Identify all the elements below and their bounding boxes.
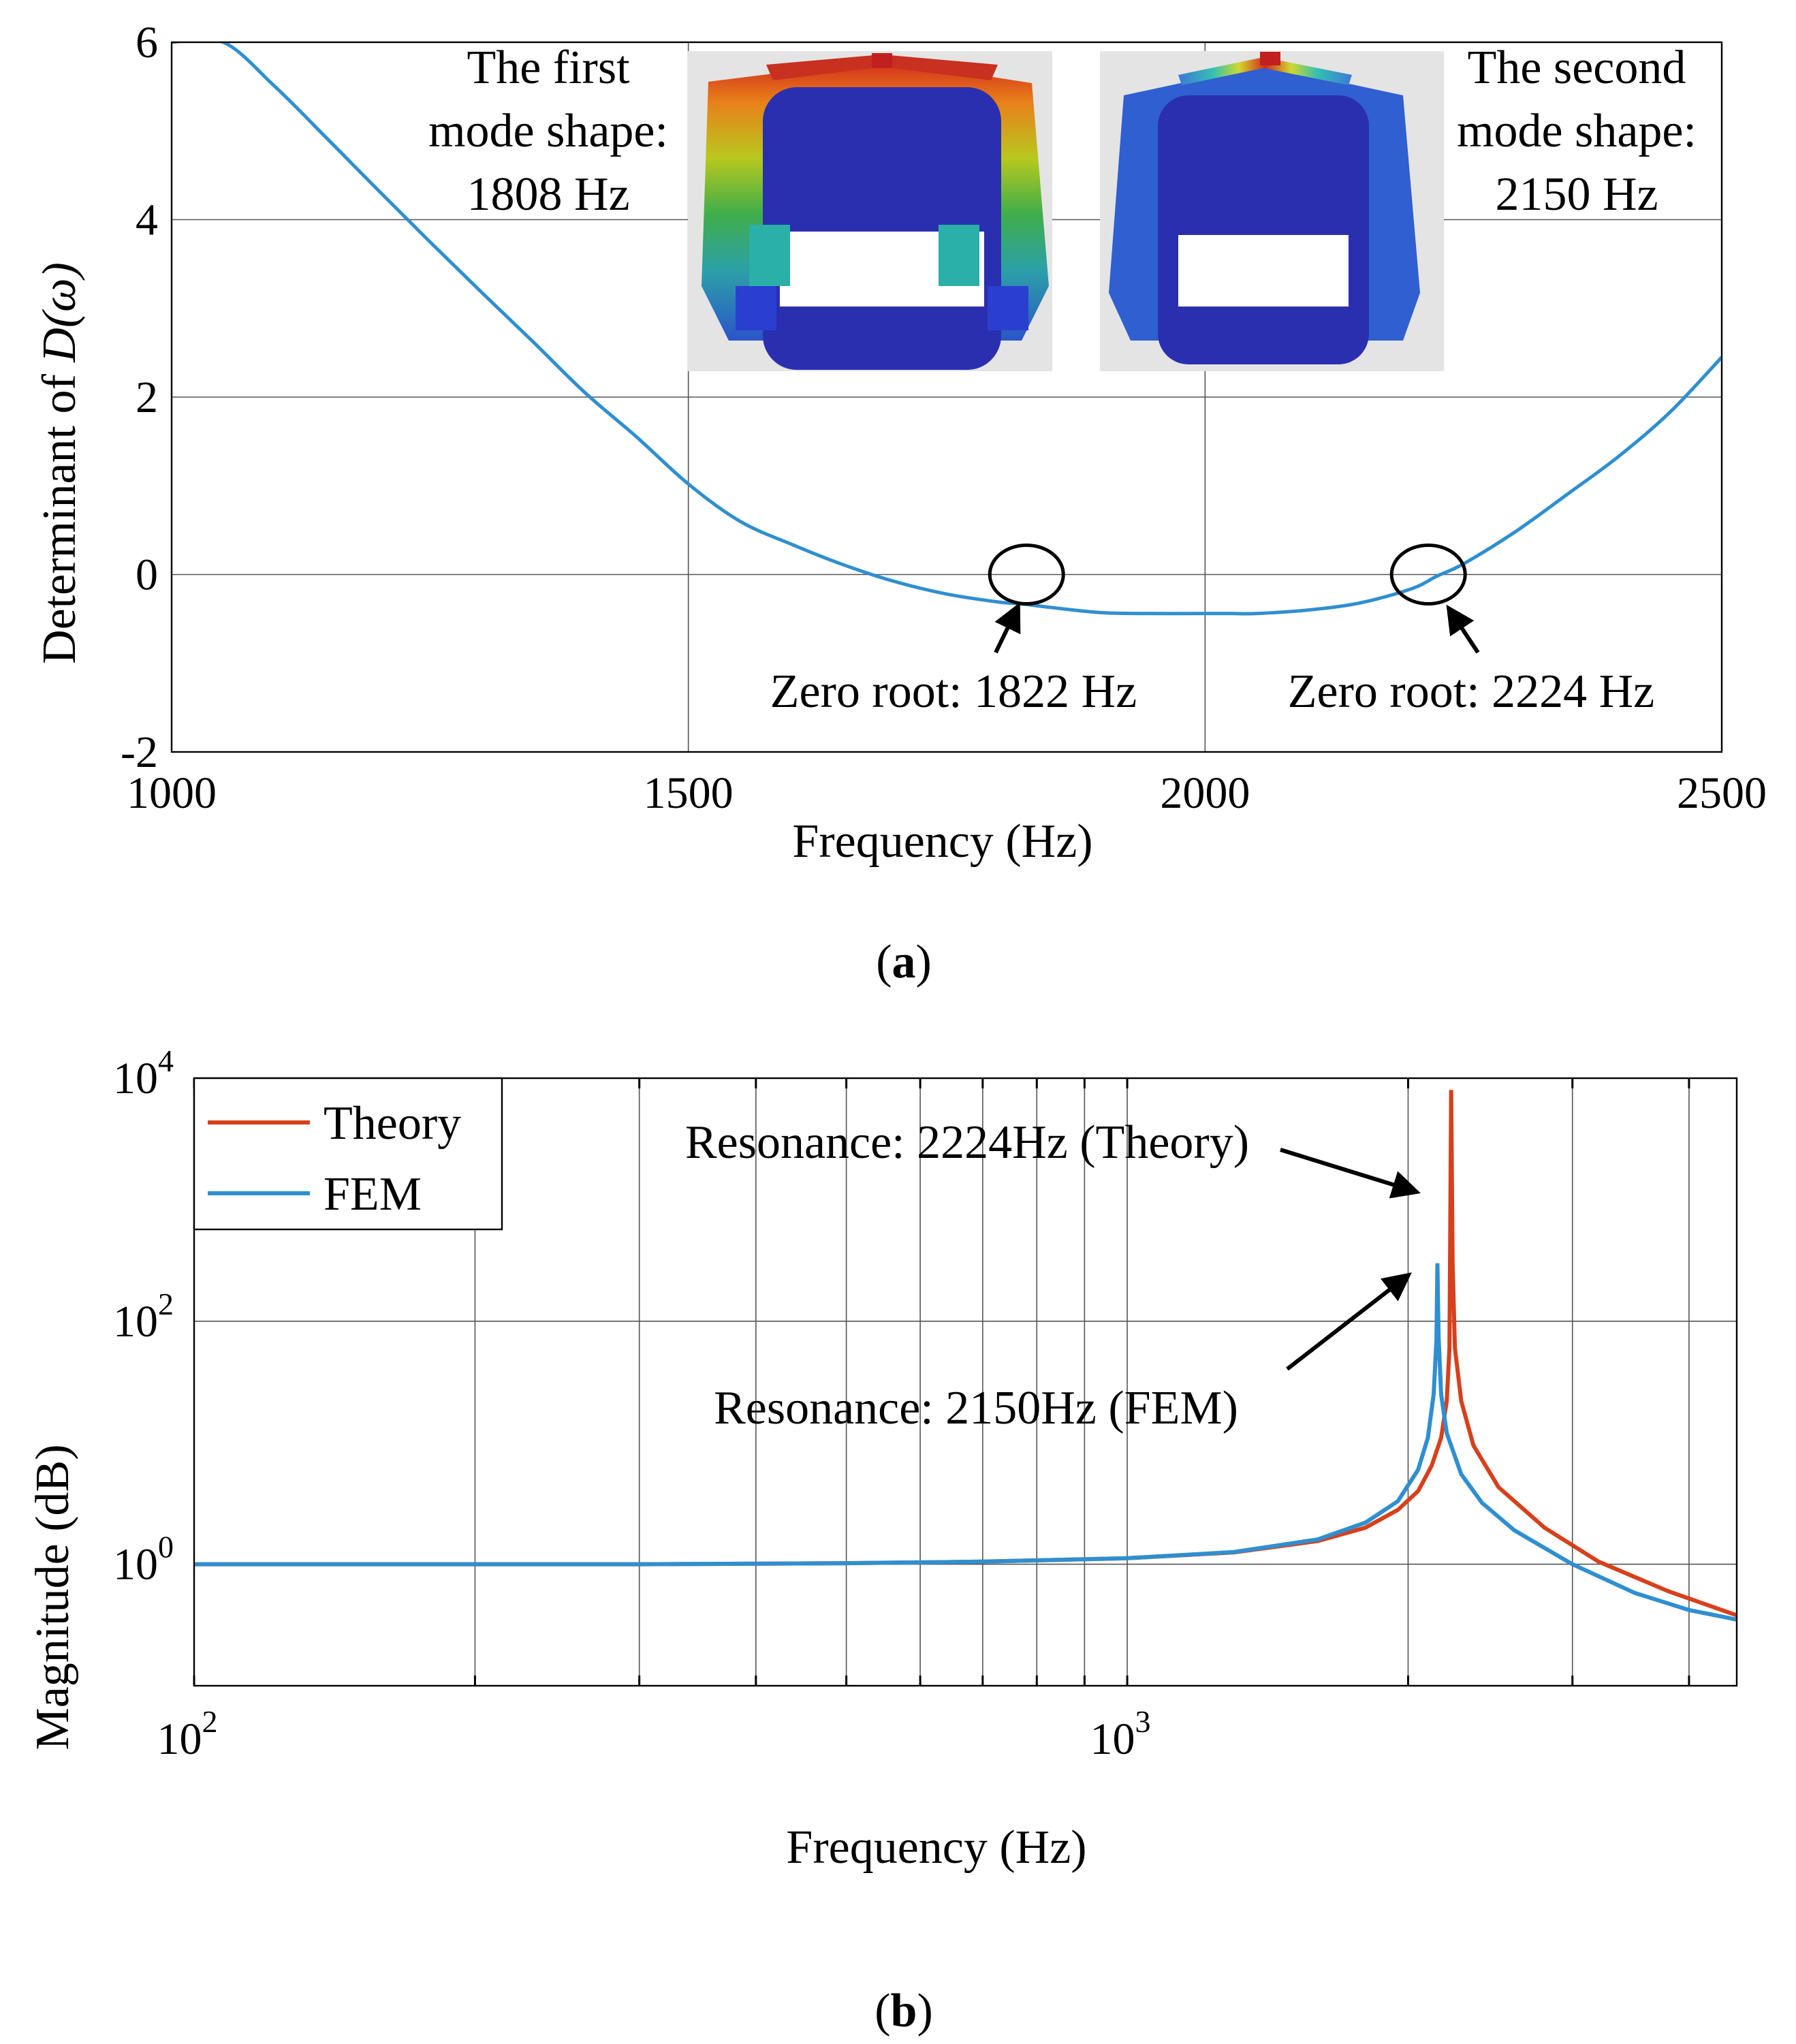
- panel-a-caption: (a): [876, 936, 932, 988]
- panel-a-y-axis-label: Determinant of D(ω): [33, 262, 86, 664]
- panel-b-caption-letter: b: [891, 1985, 917, 2037]
- panel-a-x-tick-label: 2000: [1160, 768, 1250, 818]
- resonance-fem-label: Resonance: 2150Hz (FEM): [714, 1382, 1238, 1434]
- legend-box: [193, 1077, 503, 1231]
- panel-b-x-tick-labels: 102 103: [157, 1704, 1151, 1764]
- panel-a-y-tick-label: 4: [136, 195, 158, 245]
- panel-a-x-tick-labels: 1000 1500 2000 2500: [127, 768, 1767, 818]
- panel-a-caption-letter: a: [892, 936, 916, 988]
- panel-b-y-tick-label: 100: [113, 1530, 174, 1590]
- panel-a-y-tick-label: 0: [136, 550, 158, 600]
- panel-a-y-tick-label: -2: [121, 727, 158, 777]
- panel-a-chart: -2 0 2 4 6 1000 1500 2000 2500 Frequency (Hz) D…: [33, 18, 1767, 988]
- panel-a-y-tick-labels: -2 0 2 4 6: [121, 18, 158, 777]
- panel-b-y-tick-label: 104: [113, 1043, 174, 1103]
- panel-b-x-axis-label: Frequency (Hz): [786, 1821, 1086, 1874]
- panel-a-axes-frame: [170, 41, 1723, 753]
- first-mode-line-3: 1808 Hz: [467, 168, 629, 221]
- panel-a-x-tick-label: 1000: [127, 768, 217, 818]
- zero-root-2-label: Zero root: 2224 Hz: [1288, 665, 1654, 718]
- resonance-theory-arrow: [1280, 1148, 1421, 1199]
- first-mode-shape-label: The first mode shape: 1808 Hz: [428, 42, 668, 221]
- second-mode-line-3: 2150 Hz: [1495, 168, 1658, 221]
- first-mode-line-1: The first: [467, 42, 630, 94]
- resonance-theory-label: Resonance: 2224Hz (Theory): [685, 1116, 1249, 1169]
- zero-root-1-arrow: [994, 602, 1021, 654]
- zero-root-2-arrow: [1446, 604, 1480, 654]
- panel-b-caption: (b): [875, 1985, 933, 2037]
- zero-root-2-marker: [1389, 544, 1467, 606]
- panel-a-x-tick-label: 1500: [644, 768, 734, 818]
- panel-b-x-tick-label: 102: [157, 1704, 218, 1764]
- y-label-math: D(ω): [33, 262, 86, 363]
- y-label-prefix: Determinant of: [33, 362, 86, 664]
- panel-b-y-tick-labels: 100 102 104: [113, 1043, 174, 1590]
- second-mode-shape-label: The second mode shape: 2150 Hz: [1457, 42, 1697, 221]
- panel-b-y-tick-label: 102: [113, 1287, 174, 1347]
- panel-a-y-tick-label: 2: [136, 373, 158, 422]
- resonance-fem-arrow: [1286, 1272, 1412, 1371]
- panel-b-x-tick-label: 103: [1090, 1704, 1151, 1764]
- legend: Theory FEM: [193, 1077, 503, 1231]
- panel-b-axes-frame: [193, 1077, 1738, 1687]
- panel-b-y-axis-label: Magnitude (dB): [27, 1444, 79, 1750]
- panel-a-x-axis-label: Frequency (Hz): [792, 815, 1092, 868]
- panel-a-x-tick-label: 2500: [1677, 768, 1767, 818]
- second-mode-line-2: mode shape:: [1457, 105, 1697, 157]
- second-mode-line-1: The second: [1468, 42, 1686, 94]
- determinant-curve: [172, 42, 1722, 616]
- first-mode-line-2: mode shape:: [428, 105, 668, 157]
- panel-b-chart: Theory FEM Resonance: 2224Hz (Theory) Re…: [27, 1043, 1738, 2037]
- zero-root-1-label: Zero root: 1822 Hz: [770, 665, 1137, 718]
- legend-fem-label: FEM: [324, 1168, 422, 1221]
- legend-theory-label: Theory: [324, 1097, 461, 1150]
- zero-root-1-marker: [988, 544, 1065, 606]
- fem-curve: [194, 1263, 1737, 1622]
- second-mode-shape-image: [1100, 51, 1444, 371]
- first-mode-shape-image: [688, 51, 1052, 371]
- panel-a-y-tick-label: 6: [136, 18, 158, 67]
